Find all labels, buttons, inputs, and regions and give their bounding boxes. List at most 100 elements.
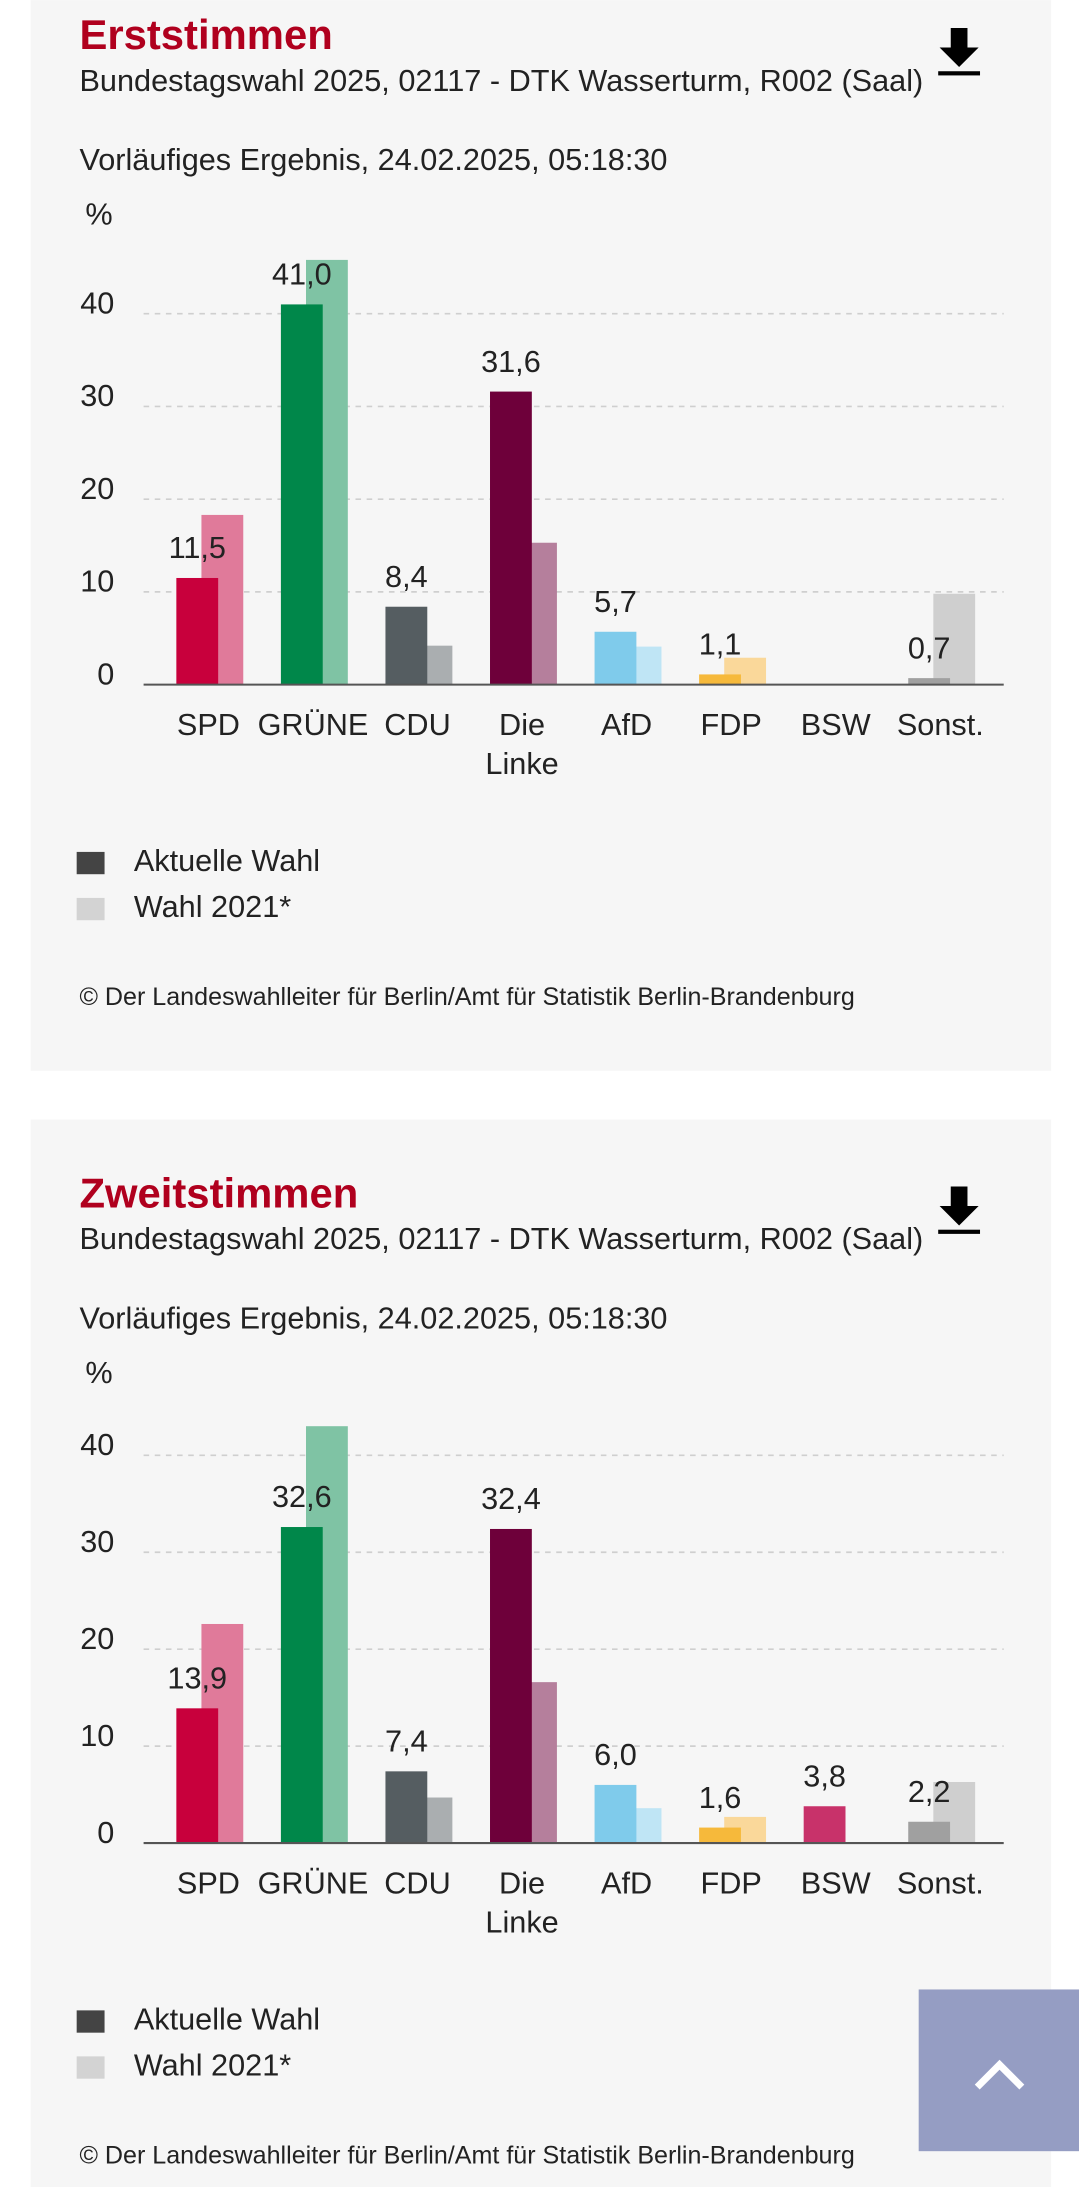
x-tick-label: BSW bbox=[800, 706, 871, 742]
x-tick-label-box: CDU bbox=[384, 706, 451, 742]
x-tick-label: Die Linke bbox=[485, 706, 559, 781]
note: Vorläufiges Ergebnis, 24.02.2025, 05:18:… bbox=[79, 143, 667, 177]
bar bbox=[490, 391, 532, 685]
bar bbox=[385, 606, 428, 685]
x-tick-label-box: AfD bbox=[601, 706, 653, 742]
x-tick-label-box: Die Linke bbox=[485, 1865, 559, 1940]
legend-label: Aktuelle Wahl bbox=[134, 2003, 320, 2037]
x-tick-label: CDU bbox=[384, 1865, 451, 1901]
subtitle-box: Bundestagswahl 2025, 02117 - DTK Wassert… bbox=[79, 62, 924, 98]
legend-label: Aktuelle Wahl bbox=[134, 844, 320, 878]
x-tick-label-box: FDP bbox=[700, 706, 762, 742]
scroll-top-button[interactable] bbox=[918, 1989, 1079, 2152]
data-label: 5,7 bbox=[594, 585, 637, 619]
data-label: 6,0 bbox=[594, 1738, 637, 1772]
x-tick-label-box: CDU bbox=[384, 1865, 451, 1901]
x-tick-label-box: Sonst. bbox=[896, 706, 984, 742]
x-tick-label-box: BSW bbox=[800, 706, 871, 742]
bar bbox=[699, 674, 741, 685]
card bbox=[30, 1119, 1052, 2187]
download-icon[interactable] bbox=[938, 28, 981, 76]
card bbox=[30, 0, 1052, 1071]
bar bbox=[385, 1771, 428, 1844]
x-tick-label-box: SPD bbox=[176, 706, 240, 742]
legend-swatch bbox=[76, 2056, 105, 2079]
x-tick-label-box: FDP bbox=[700, 1865, 762, 1901]
subtitle: Bundestagswahl 2025, 02117 - DTK Wassert… bbox=[79, 1221, 924, 1257]
x-tick-label: FDP bbox=[700, 706, 762, 742]
data-label: 41,0 bbox=[272, 258, 332, 292]
legend-swatch bbox=[76, 897, 105, 921]
y-tick-label: 10 bbox=[80, 1719, 114, 1753]
y-tick-label: 40 bbox=[80, 1428, 114, 1462]
data-label: 13,9 bbox=[167, 1662, 227, 1696]
y-tick-label: 30 bbox=[80, 1525, 114, 1559]
bar bbox=[699, 1827, 741, 1844]
subtitle-box: Bundestagswahl 2025, 02117 - DTK Wassert… bbox=[79, 1221, 924, 1257]
x-tick-label: GRÜNE bbox=[257, 706, 369, 742]
chart-title: Erststimmen bbox=[79, 11, 332, 58]
x-tick-label-box: Sonst. bbox=[896, 1865, 984, 1901]
x-tick-label: Sonst. bbox=[896, 706, 984, 742]
bar bbox=[933, 593, 976, 685]
x-tick-label-box: Die Linke bbox=[485, 706, 559, 781]
y-axis-label: % bbox=[85, 197, 112, 231]
data-label: 3,8 bbox=[803, 1759, 846, 1793]
subtitle: Bundestagswahl 2025, 02117 - DTK Wassert… bbox=[79, 62, 924, 98]
bar bbox=[176, 1708, 219, 1844]
data-label: 0,7 bbox=[908, 631, 951, 665]
bar bbox=[594, 631, 637, 685]
download-icon[interactable] bbox=[938, 1186, 981, 1234]
note: Vorläufiges Ergebnis, 24.02.2025, 05:18:… bbox=[79, 1301, 667, 1335]
bar bbox=[280, 1527, 323, 1844]
data-label: 11,5 bbox=[169, 531, 226, 565]
x-tick-label-box: AfD bbox=[601, 1865, 653, 1901]
x-tick-label: Die Linke bbox=[485, 1865, 559, 1940]
x-tick-label: AfD bbox=[601, 706, 653, 742]
bar bbox=[176, 577, 219, 685]
legend-swatch bbox=[76, 851, 105, 875]
y-tick-label: 20 bbox=[80, 472, 114, 506]
y-tick-label: 10 bbox=[80, 565, 114, 599]
source: © Der Landeswahlleiter für Berlin/Amt fü… bbox=[79, 983, 854, 1011]
data-label: 1,1 bbox=[699, 628, 742, 662]
bar bbox=[490, 1528, 532, 1844]
bar bbox=[280, 304, 323, 685]
bar bbox=[908, 678, 951, 685]
legend-label: Wahl 2021* bbox=[134, 2049, 291, 2083]
x-tick-label-box: GRÜNE bbox=[257, 1865, 369, 1901]
y-tick-label: 30 bbox=[80, 379, 114, 413]
y-tick-label: 0 bbox=[97, 657, 114, 691]
x-tick-label: SPD bbox=[176, 706, 240, 742]
y-axis-label: % bbox=[85, 1356, 112, 1390]
data-label: 8,4 bbox=[385, 560, 428, 594]
x-tick-label-box: GRÜNE bbox=[257, 706, 369, 742]
data-label: 32,4 bbox=[481, 1482, 541, 1516]
x-tick-label-box: SPD bbox=[176, 1865, 240, 1901]
data-label: 32,6 bbox=[272, 1480, 332, 1514]
chevron-icon bbox=[974, 2059, 1025, 2090]
x-tick-label: SPD bbox=[176, 1865, 240, 1901]
x-tick-label-box: BSW bbox=[800, 1865, 871, 1901]
data-label: 1,6 bbox=[699, 1781, 742, 1815]
x-tick-label: AfD bbox=[601, 1865, 653, 1901]
bar bbox=[908, 1821, 951, 1844]
chart-title: Zweitstimmen bbox=[79, 1169, 358, 1216]
x-tick-label: FDP bbox=[700, 1865, 762, 1901]
x-tick-label: GRÜNE bbox=[257, 1865, 369, 1901]
x-tick-label: Sonst. bbox=[896, 1865, 984, 1901]
source: © Der Landeswahlleiter für Berlin/Amt fü… bbox=[79, 2141, 854, 2169]
y-tick-label: 0 bbox=[97, 1816, 114, 1850]
x-tick-label: BSW bbox=[800, 1865, 871, 1901]
data-label: 7,4 bbox=[385, 1725, 428, 1759]
x-tick-label: CDU bbox=[384, 706, 451, 742]
legend-swatch bbox=[76, 2010, 105, 2033]
legend-label: Wahl 2021* bbox=[134, 890, 291, 924]
y-tick-label: 20 bbox=[80, 1622, 114, 1656]
bar bbox=[803, 1806, 846, 1844]
y-tick-label: 40 bbox=[80, 286, 114, 320]
data-label: 2,2 bbox=[908, 1775, 951, 1809]
data-label: 31,6 bbox=[481, 345, 541, 379]
